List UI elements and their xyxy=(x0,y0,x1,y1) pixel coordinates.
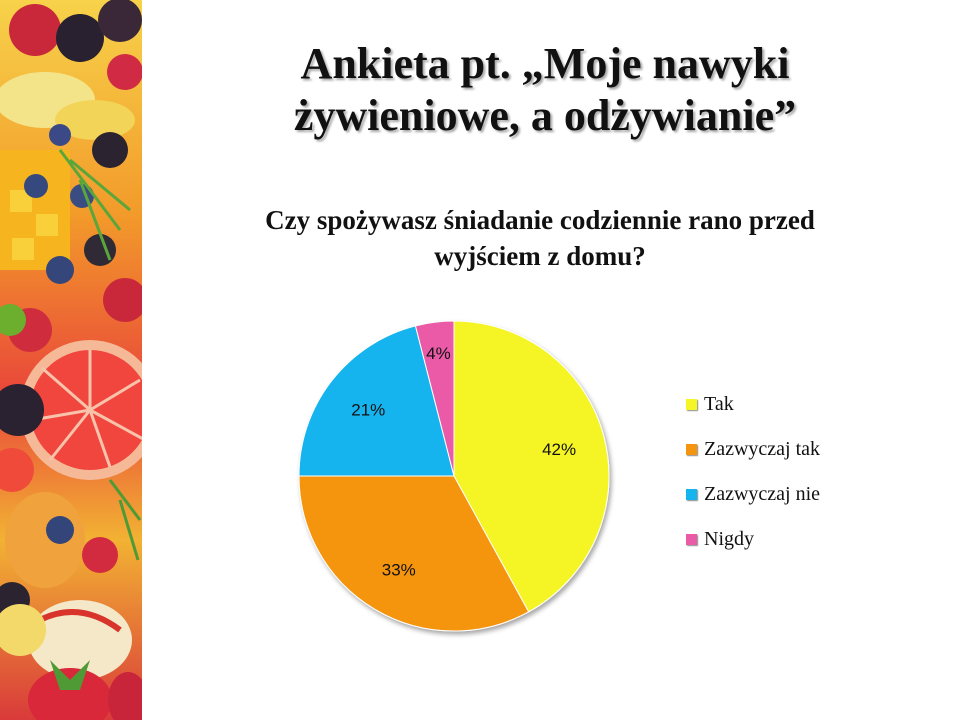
pie-data-label: 21% xyxy=(351,400,385,419)
legend-swatch xyxy=(686,399,697,410)
pie-data-label: 4% xyxy=(426,344,451,363)
chart-title: Czy spożywasz śniadanie codziennie rano … xyxy=(265,205,815,271)
chart-legend: Tak Zazwyczaj tak Zazwyczaj nie Nigdy xyxy=(686,382,820,562)
legend-label: Zazwyczaj tak xyxy=(704,438,821,460)
legend-label: Nigdy xyxy=(704,528,754,550)
fruit-decoration-image xyxy=(0,0,142,720)
legend-item-zazwyczaj-nie: Zazwyczaj nie xyxy=(686,472,820,517)
pie-data-label: 42% xyxy=(542,440,576,459)
legend-item-tak: Tak xyxy=(686,382,820,427)
legend-item-zazwyczaj-tak: Zazwyczaj tak xyxy=(686,427,820,472)
slide-title: Ankieta pt. „Moje nawyki żywieniowe, a o… xyxy=(293,39,797,140)
legend-swatch xyxy=(686,444,697,455)
pie-slice-zazwyczaj-tak xyxy=(298,475,530,632)
legend-item-nigdy: Nigdy xyxy=(686,517,820,562)
legend-label: Zazwyczaj nie xyxy=(704,483,821,505)
legend-label: Tak xyxy=(704,393,734,415)
legend-swatch xyxy=(686,489,697,500)
pie-slice-tak xyxy=(453,320,610,613)
pie-slice-zazwyczaj-nie xyxy=(298,325,455,477)
legend-swatch xyxy=(686,534,697,545)
pie-chart: 42% 33% 21% 4% xyxy=(298,320,610,632)
pie-data-label: 33% xyxy=(382,560,416,579)
pie-slice-nigdy xyxy=(414,320,455,477)
